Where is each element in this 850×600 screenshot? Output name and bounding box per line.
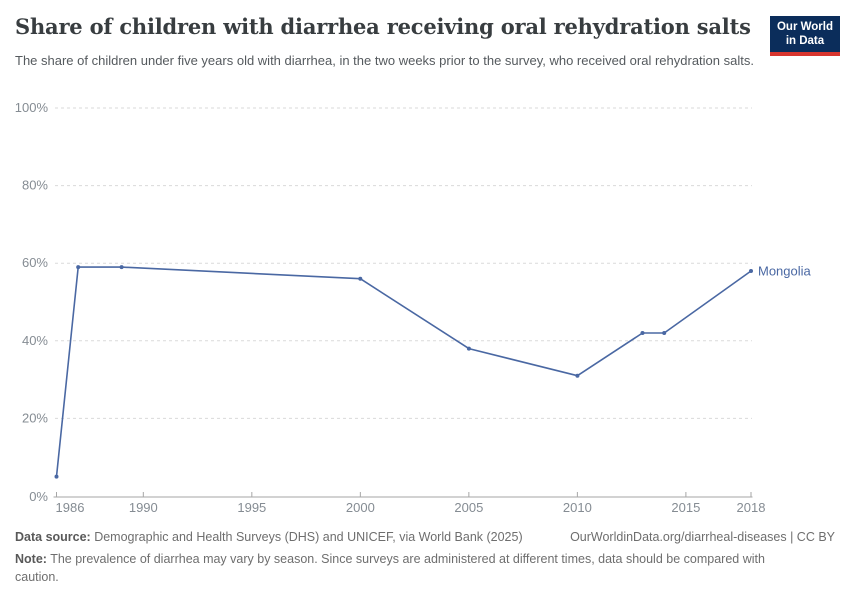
data-point bbox=[662, 331, 667, 335]
x-tick-label: 2005 bbox=[454, 500, 483, 515]
owid-logo[interactable]: Our World in Data bbox=[769, 16, 840, 57]
data-point bbox=[54, 474, 59, 479]
note-label: Note: bbox=[15, 552, 47, 567]
x-tick-label: 1990 bbox=[129, 500, 158, 515]
y-tick-label: 100% bbox=[15, 100, 49, 115]
owid-logo-line1: Our World bbox=[776, 21, 833, 33]
x-tick-label: 2010 bbox=[563, 500, 592, 515]
data-point bbox=[76, 265, 81, 270]
page-title: Share of children with diarrhea receivin… bbox=[15, 14, 751, 39]
x-tick-label: 2015 bbox=[671, 500, 700, 515]
citation-link[interactable]: OurWorldinData.org/diarrheal-diseases | … bbox=[570, 530, 835, 544]
chart-subtitle: The share of children under five years o… bbox=[15, 53, 754, 68]
chart-footer: Data source: Demographic and Health Surv… bbox=[15, 528, 835, 586]
y-tick-label: 80% bbox=[22, 178, 48, 193]
x-tick-label: 1995 bbox=[237, 500, 266, 515]
y-tick-label: 0% bbox=[29, 489, 48, 504]
y-tick-label: 40% bbox=[22, 333, 48, 348]
data-point bbox=[749, 269, 753, 273]
x-tick-label: 2000 bbox=[346, 500, 375, 515]
chart-note: Note: The prevalence of diarrhea may var… bbox=[15, 550, 790, 586]
y-tick-label: 60% bbox=[22, 255, 48, 270]
data-source-value: Demographic and Health Surveys (DHS) and… bbox=[90, 530, 523, 544]
data-point bbox=[640, 331, 645, 335]
data-point bbox=[119, 265, 124, 270]
data-point bbox=[575, 373, 580, 378]
data-source-text: Data source: Demographic and Health Surv… bbox=[15, 528, 523, 546]
data-source-label: Data source: bbox=[15, 530, 91, 544]
note-value: The prevalence of diarrhea may vary by s… bbox=[15, 552, 765, 585]
data-point bbox=[466, 346, 471, 351]
series-line bbox=[55, 266, 752, 477]
line-chart[interactable]: 0% 20% 40% 60% 80% 100% 1986 1990 1995 2000 2005 20… bbox=[0, 95, 850, 525]
entity-label: Mongolia bbox=[758, 263, 812, 278]
x-tick-label: 1986 bbox=[56, 500, 85, 515]
owid-logo-line2: in Data bbox=[785, 34, 825, 47]
data-point bbox=[358, 276, 363, 281]
x-tick-label: 2018 bbox=[737, 500, 766, 515]
y-tick-label: 20% bbox=[22, 410, 48, 425]
